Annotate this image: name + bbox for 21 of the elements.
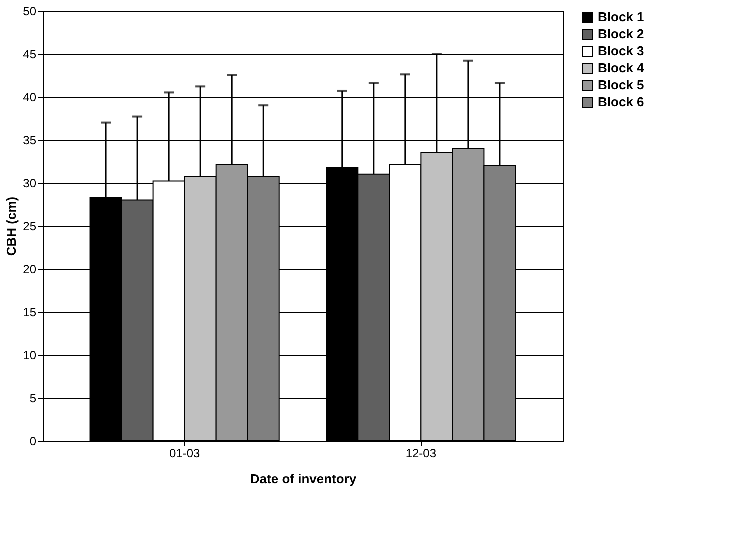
y-tick-label: 10 <box>23 348 37 362</box>
legend-label: Block 6 <box>598 94 644 110</box>
legend-label: Block 1 <box>598 10 644 24</box>
legend-label: Block 2 <box>598 26 644 42</box>
y-tick-label: 20 <box>23 262 37 276</box>
y-tick-label: 0 <box>30 434 37 448</box>
legend-label: Block 5 <box>598 78 644 92</box>
y-tick-label: 45 <box>23 48 37 62</box>
y-tick-label: 30 <box>23 176 37 190</box>
y-tick-label: 5 <box>30 392 37 406</box>
y-tick-label: 15 <box>23 306 37 320</box>
legend-label: Block 3 <box>598 44 644 58</box>
x-axis-title: Date of inventory <box>250 472 358 486</box>
legend-label: Block 4 <box>598 60 646 76</box>
y-tick-label: 35 <box>23 134 37 148</box>
y-tick-label: 50 <box>23 4 37 18</box>
x-tick-label: 01-03 <box>169 446 200 460</box>
y-tick-label: 25 <box>23 220 37 234</box>
x-tick-label: 12-03 <box>406 446 437 460</box>
y-axis-title: CBH (cm) <box>4 196 20 256</box>
y-tick-label: 40 <box>23 90 37 104</box>
